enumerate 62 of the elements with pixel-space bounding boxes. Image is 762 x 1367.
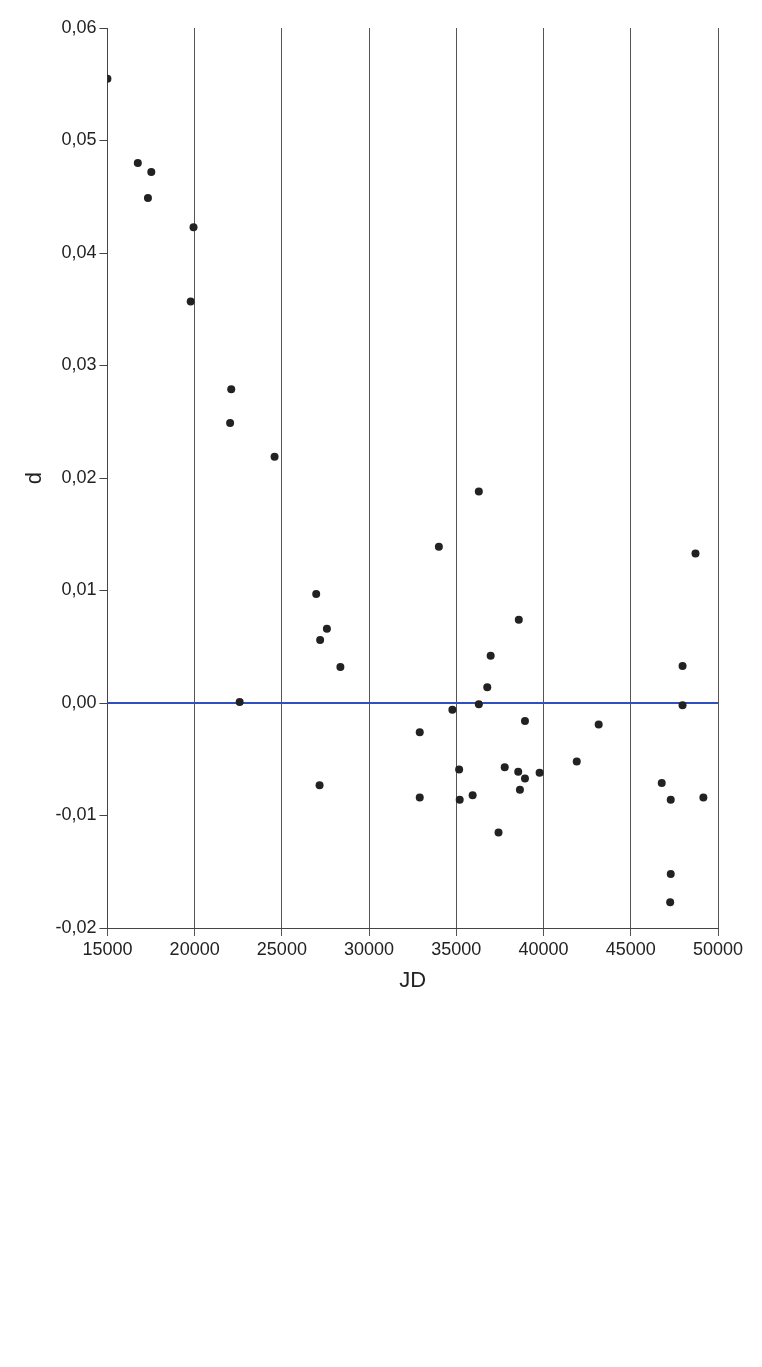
point — [483, 683, 492, 692]
y-tick-label: 0,06 — [61, 16, 97, 37]
point — [468, 791, 477, 800]
y-tick-label: 0,00 — [61, 691, 97, 712]
point — [520, 774, 529, 783]
point — [474, 700, 483, 709]
y-tick-label: 0,05 — [61, 129, 97, 150]
x-tick-label: 20000 — [169, 938, 220, 959]
point — [415, 793, 424, 802]
point — [474, 487, 483, 496]
point — [666, 795, 675, 804]
point — [133, 159, 142, 167]
point — [691, 549, 700, 558]
point — [678, 661, 687, 670]
point — [657, 778, 666, 787]
point — [699, 793, 708, 802]
point — [189, 223, 198, 232]
y-tick-label: 0,02 — [61, 466, 97, 487]
point — [535, 768, 544, 777]
x-tick-label: 25000 — [256, 938, 307, 959]
y-tick-label: -0,02 — [55, 916, 97, 937]
point — [186, 297, 195, 306]
point — [486, 651, 495, 660]
y-tick-label: -0,01 — [55, 804, 97, 825]
y-tick-label: 0,03 — [61, 354, 97, 375]
point — [500, 763, 509, 772]
point — [448, 705, 457, 714]
point — [147, 168, 156, 176]
x-tick-label: 50000 — [692, 938, 744, 959]
point — [143, 193, 152, 202]
y-tick-label: 0,01 — [61, 579, 97, 600]
x-tick-label: 15000 — [82, 938, 133, 959]
point — [415, 728, 424, 737]
point — [455, 795, 464, 804]
point — [514, 615, 523, 624]
x-axis-title: JD — [399, 966, 427, 992]
x-tick-label: 35000 — [431, 938, 482, 959]
point — [235, 697, 244, 706]
point — [666, 870, 675, 878]
point — [520, 717, 529, 725]
x-tick-label: 40000 — [518, 938, 569, 959]
y-axis-title: d — [21, 471, 47, 485]
x-tick-label: 30000 — [344, 938, 395, 959]
point — [227, 385, 236, 394]
point — [455, 765, 464, 774]
point — [515, 785, 524, 794]
point — [494, 828, 503, 837]
point — [572, 757, 581, 766]
point — [226, 418, 235, 427]
x-tick-label: 45000 — [605, 938, 656, 959]
point — [315, 781, 324, 790]
point — [312, 589, 321, 598]
point — [322, 624, 331, 633]
y-tick-label: 0,04 — [61, 241, 97, 262]
point — [594, 720, 603, 729]
point — [666, 898, 675, 907]
point — [434, 542, 443, 551]
point — [336, 663, 345, 671]
point — [514, 767, 523, 776]
point — [270, 452, 279, 461]
point — [678, 701, 687, 710]
point — [316, 636, 325, 644]
